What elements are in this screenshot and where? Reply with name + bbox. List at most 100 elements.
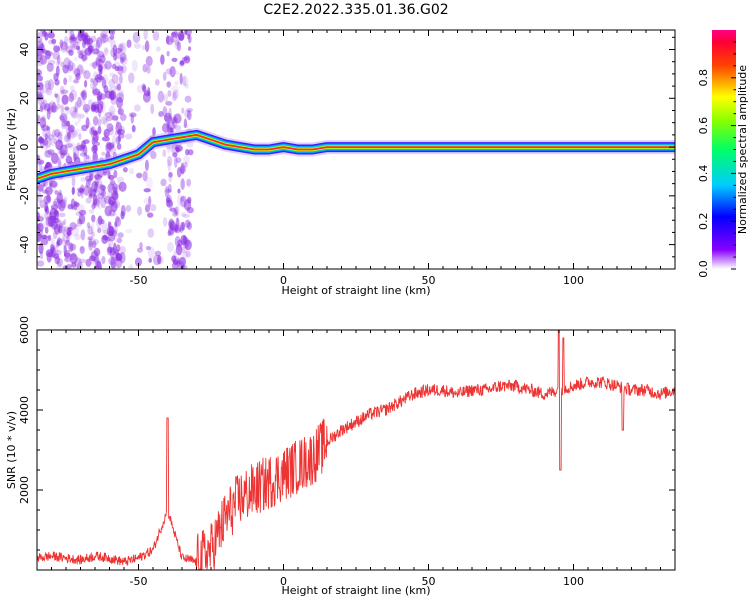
spectrum-noise-blob (117, 108, 122, 115)
spectrum-noise-blob (178, 257, 186, 266)
spectrum-noise-blob (39, 55, 48, 65)
spectrum-noise-blob (74, 67, 81, 78)
spectrum-noise-blob (110, 227, 118, 240)
spectrum-noise-blob (105, 30, 112, 34)
spectrum-noise-blob (144, 204, 151, 213)
x-tick-label: 0 (280, 274, 287, 287)
spectrum-noise-blob (108, 195, 113, 205)
spectrum-noise-blob (117, 232, 124, 238)
spectrum-noise-blob (174, 226, 178, 233)
spectrum-noise-blob (44, 150, 53, 158)
spectrum-noise-blob (132, 31, 141, 43)
y-axis-label: Frequency (Hz) (5, 108, 18, 191)
spectrum-noise-blob (92, 115, 99, 126)
spectrum-noise-blob (149, 204, 157, 212)
spectrum-noise-blob (115, 253, 123, 261)
x-tick-label: 50 (422, 274, 436, 287)
spectrum-noise-blob (44, 226, 49, 234)
spectrum-noise-blob (109, 34, 115, 40)
spectrum-noise-blob (180, 265, 185, 269)
spectrum-noise-blob (88, 240, 94, 251)
spectrum-noise-blob (172, 255, 180, 265)
spectrum-noise-blob (176, 245, 182, 251)
spectrum-noise-blob (52, 38, 56, 47)
spectrum-noise-blob (91, 181, 98, 193)
spectrum-noise-blob (148, 257, 153, 263)
spectrum-noise-blob (55, 139, 64, 151)
y-tick-label: 0 (18, 144, 31, 151)
spectrum-noise-blob (112, 134, 116, 147)
spectrum-noise-blob (152, 31, 160, 41)
spectrum-noise-blob (177, 227, 182, 232)
spectrum-noise-blob (143, 197, 152, 205)
spectrum-noise-blob (54, 128, 61, 138)
spectrum-noise-blob (91, 105, 97, 112)
spectrum-noise-blob (111, 115, 119, 121)
spectrum-noise-blob (63, 239, 68, 252)
spectrum-noise-blob (61, 94, 69, 105)
spectrum-noise-blob (134, 257, 143, 267)
spectrum-noise-blob (116, 83, 122, 91)
spectrum-noise-blob (90, 78, 94, 83)
spectrum-noise-blob (76, 144, 85, 151)
spectrum-noise-blob (76, 261, 83, 269)
spectrum-noise-blob (111, 74, 119, 84)
spectrum-noise-blob (53, 45, 61, 53)
spectrum-noise-blob (91, 214, 96, 223)
spectrum-noise-blob (182, 75, 187, 87)
spectrum-noise-blob (118, 97, 124, 103)
spectrum-noise-blob (78, 65, 83, 72)
spectrum-noise-blob (169, 207, 177, 212)
spectrum-noise-blob (76, 64, 84, 76)
spectrum-noise-blob (184, 30, 188, 36)
spectrum-noise-blob (69, 36, 77, 41)
spectrum-noise-blob (101, 53, 105, 58)
spectrum-noise-blob (45, 50, 51, 60)
spectrum-noise-blob (53, 92, 57, 97)
spectrum-noise-blob (94, 73, 103, 83)
spectrum-noise-blob (187, 196, 192, 204)
spectrum-noise-blob (58, 212, 66, 218)
spectrum-noise-blob (72, 62, 76, 74)
spectrum-noise-blob (61, 119, 67, 128)
spectrum-noise-blob (60, 152, 65, 159)
spectrum-noise-blob (69, 106, 78, 117)
spectrum-noise-blob (168, 171, 173, 183)
spectrum-noise-blob (97, 192, 105, 200)
spectrum-noise-blob (161, 122, 170, 133)
spectrum-noise-blob (115, 121, 123, 134)
spectrum-noise-blob (175, 70, 180, 75)
spectrum-noise-blob (83, 34, 91, 46)
spectrum-noise-blob (165, 188, 172, 194)
spectrum-noise-blob (118, 125, 126, 132)
spectrum-noise-blob (157, 90, 165, 103)
spectrum-noise-blob (139, 241, 143, 249)
spectrum-noise-blob (179, 60, 185, 66)
spectrum-noise-blob (54, 190, 59, 195)
y-tick-label: 40 (18, 43, 31, 57)
spectrum-noise-blob (108, 225, 115, 236)
spectrum-noise-blob (118, 181, 127, 192)
spectrum-noise-blob (117, 128, 125, 135)
spectrum-noise-blob (172, 259, 179, 266)
spectrum-noise-blob (100, 30, 108, 39)
spectrum-noise-blob (64, 239, 71, 246)
spectrum-noise-blob (67, 203, 74, 210)
spectrum-noise-blob (115, 136, 121, 145)
spectrum-noise-blob (59, 39, 64, 48)
spectrum-noise-blob (113, 85, 119, 91)
spectrum-noise-blob (37, 93, 44, 101)
spectrum-noise-blob (47, 234, 52, 242)
spectrum-noise-blob (108, 127, 114, 136)
spectrum-noise-blob (63, 57, 71, 69)
spectrum-noise-blob (51, 38, 57, 44)
spectrum-noise-blob (128, 264, 134, 269)
spectrum-noise-blob (92, 198, 100, 206)
spectrum-noise-blob (39, 117, 47, 129)
spectrum-noise-blob (92, 188, 96, 197)
spectrum-noise-blob (177, 239, 183, 247)
spectrum-noise-blob (118, 126, 125, 135)
spectrum-noise-blob (184, 219, 191, 229)
spectrum-noise-blob (81, 124, 88, 132)
spectrum-noise-blob (122, 166, 128, 173)
